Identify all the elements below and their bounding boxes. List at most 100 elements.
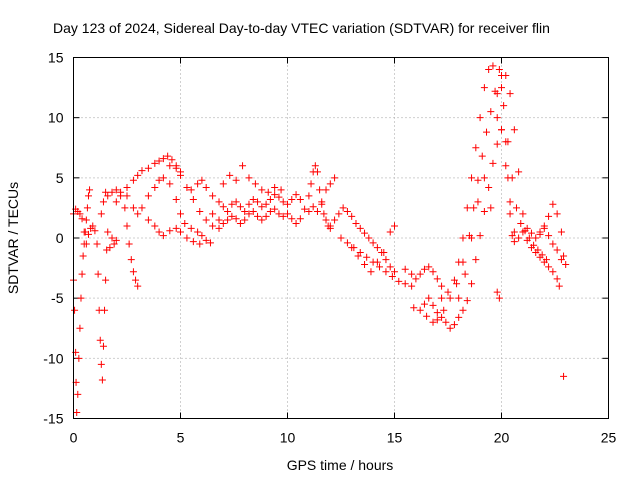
- data-point: [166, 162, 174, 170]
- data-point: [363, 253, 371, 261]
- data-point: [545, 232, 553, 240]
- data-point: [560, 252, 568, 260]
- data-point: [84, 192, 92, 200]
- data-point: [258, 186, 266, 194]
- data-point: [86, 186, 94, 194]
- data-point: [83, 204, 91, 212]
- data-point: [480, 174, 488, 182]
- x-tick-label: 20: [494, 430, 510, 446]
- data-point: [408, 282, 416, 290]
- data-point: [474, 198, 482, 206]
- data-point: [508, 232, 516, 240]
- data-point: [472, 256, 480, 264]
- data-point: [108, 234, 116, 242]
- data-point: [183, 234, 191, 242]
- data-point: [121, 204, 129, 212]
- data-point: [134, 171, 142, 179]
- data-point: [226, 171, 234, 179]
- data-point: [123, 192, 131, 200]
- data-point: [129, 268, 137, 276]
- data-point: [545, 263, 553, 271]
- data-point: [292, 220, 300, 228]
- data-point: [476, 232, 484, 240]
- data-point: [412, 275, 420, 283]
- data-point: [530, 241, 538, 249]
- data-point: [271, 191, 279, 199]
- data-point: [266, 195, 274, 203]
- data-point: [194, 228, 202, 236]
- data-point: [512, 204, 520, 212]
- data-point: [489, 159, 497, 167]
- data-point: [254, 198, 262, 206]
- data-point: [459, 306, 467, 314]
- data-point: [134, 282, 142, 290]
- data-point: [224, 208, 232, 216]
- data-point: [489, 62, 497, 70]
- data-point: [485, 183, 493, 191]
- data-point: [369, 239, 377, 247]
- data-point: [429, 301, 437, 309]
- data-point: [77, 294, 85, 302]
- data-point: [335, 210, 343, 218]
- data-point: [97, 210, 105, 218]
- data-point: [251, 180, 259, 188]
- data-point: [318, 198, 326, 206]
- data-point: [99, 198, 107, 206]
- data-point: [123, 183, 131, 191]
- data-point: [134, 210, 142, 218]
- data-point: [196, 240, 204, 248]
- data-point: [187, 186, 195, 194]
- data-point: [463, 297, 471, 305]
- data-point: [108, 188, 116, 196]
- data-point: [245, 174, 253, 182]
- data-point: [181, 220, 189, 228]
- data-point: [80, 228, 88, 236]
- data-point: [144, 164, 152, 172]
- data-point: [527, 229, 535, 237]
- data-point: [534, 246, 542, 254]
- data-point: [446, 324, 454, 332]
- data-point: [99, 342, 107, 350]
- data-point: [545, 212, 553, 220]
- data-point: [388, 273, 396, 281]
- y-tick-label: 0: [56, 230, 64, 246]
- data-point: [536, 228, 544, 236]
- data-point: [305, 208, 313, 216]
- data-point: [98, 376, 106, 384]
- data-point: [155, 176, 163, 184]
- data-point: [104, 228, 112, 236]
- data-point: [382, 268, 390, 276]
- y-axis-label: SDTVAR / TECUs: [5, 182, 21, 294]
- data-point: [540, 222, 548, 230]
- data-point: [493, 114, 501, 122]
- data-point: [94, 270, 102, 278]
- data-point: [470, 204, 478, 212]
- data-point: [187, 224, 195, 232]
- y-tick-label: -10: [43, 350, 63, 366]
- data-point: [450, 276, 458, 284]
- data-point: [198, 176, 206, 184]
- data-point: [352, 220, 360, 228]
- data-point: [177, 210, 184, 218]
- data-point: [159, 232, 167, 240]
- x-tick-label: 15: [387, 430, 403, 446]
- data-point: [510, 238, 518, 246]
- data-point: [241, 216, 249, 224]
- data-point: [538, 251, 546, 259]
- data-point: [249, 208, 257, 216]
- data-point: [129, 176, 137, 184]
- data-point: [468, 234, 476, 242]
- data-point: [91, 227, 99, 235]
- data-point: [504, 138, 512, 146]
- data-point: [71, 306, 79, 314]
- x-tick-label: 5: [177, 430, 185, 446]
- data-point: [219, 203, 227, 211]
- data-point: [438, 294, 446, 302]
- data-point: [155, 228, 163, 236]
- data-point: [138, 167, 146, 175]
- data-point: [262, 212, 270, 220]
- data-point: [446, 294, 454, 302]
- data-point: [125, 240, 133, 248]
- data-point: [367, 268, 375, 276]
- data-point: [498, 84, 505, 92]
